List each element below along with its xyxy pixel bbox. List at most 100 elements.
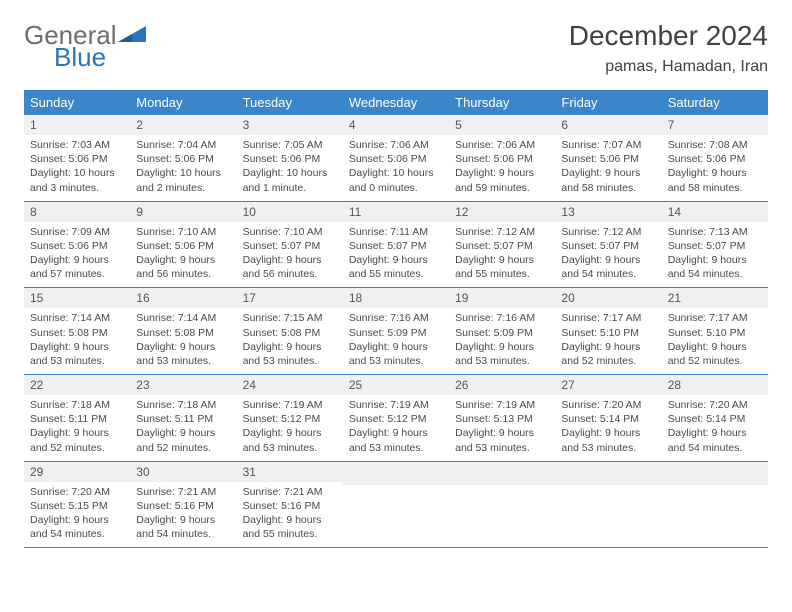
daylight-text: Daylight: 9 hours and 56 minutes. — [136, 253, 230, 281]
day-number: 14 — [662, 202, 768, 222]
daylight-text: Daylight: 9 hours and 53 minutes. — [455, 340, 549, 368]
daylight-text: Daylight: 9 hours and 54 minutes. — [136, 513, 230, 541]
sunrise-text: Sunrise: 7:15 AM — [243, 311, 337, 325]
sunset-text: Sunset: 5:09 PM — [455, 326, 549, 340]
calendar-day-cell: 1Sunrise: 7:03 AMSunset: 5:06 PMDaylight… — [24, 115, 130, 201]
sunrise-text: Sunrise: 7:19 AM — [455, 398, 549, 412]
daylight-text: Daylight: 9 hours and 58 minutes. — [668, 166, 762, 194]
sunset-text: Sunset: 5:08 PM — [30, 326, 124, 340]
day-details: Sunrise: 7:03 AMSunset: 5:06 PMDaylight:… — [24, 135, 130, 201]
calendar-day-cell: 18Sunrise: 7:16 AMSunset: 5:09 PMDayligh… — [343, 288, 449, 375]
calendar-day-cell: 19Sunrise: 7:16 AMSunset: 5:09 PMDayligh… — [449, 288, 555, 375]
sunrise-text: Sunrise: 7:19 AM — [349, 398, 443, 412]
day-details: Sunrise: 7:15 AMSunset: 5:08 PMDaylight:… — [237, 308, 343, 374]
day-number: 22 — [24, 375, 130, 395]
day-number: 30 — [130, 462, 236, 482]
day-number: 28 — [662, 375, 768, 395]
day-number: 16 — [130, 288, 236, 308]
day-details: Sunrise: 7:19 AMSunset: 5:13 PMDaylight:… — [449, 395, 555, 461]
sunset-text: Sunset: 5:11 PM — [30, 412, 124, 426]
sunset-text: Sunset: 5:16 PM — [243, 499, 337, 513]
calendar-day-cell: 2Sunrise: 7:04 AMSunset: 5:06 PMDaylight… — [130, 115, 236, 201]
location-text: pamas, Hamadan, Iran — [569, 58, 768, 76]
day-details: Sunrise: 7:17 AMSunset: 5:10 PMDaylight:… — [662, 308, 768, 374]
daylight-text: Daylight: 9 hours and 55 minutes. — [349, 253, 443, 281]
calendar-day-cell: 12Sunrise: 7:12 AMSunset: 5:07 PMDayligh… — [449, 201, 555, 288]
day-details: Sunrise: 7:19 AMSunset: 5:12 PMDaylight:… — [343, 395, 449, 461]
weekday-header-row: SundayMondayTuesdayWednesdayThursdayFrid… — [24, 90, 768, 115]
day-number: 27 — [555, 375, 661, 395]
day-number: 5 — [449, 115, 555, 135]
day-number: 2 — [130, 115, 236, 135]
calendar-empty-cell — [449, 461, 555, 548]
calendar-day-cell: 14Sunrise: 7:13 AMSunset: 5:07 PMDayligh… — [662, 201, 768, 288]
weekday-header: Tuesday — [237, 90, 343, 115]
daylight-text: Daylight: 9 hours and 54 minutes. — [668, 426, 762, 454]
day-details: Sunrise: 7:12 AMSunset: 5:07 PMDaylight:… — [449, 222, 555, 288]
sunrise-text: Sunrise: 7:18 AM — [30, 398, 124, 412]
sunrise-text: Sunrise: 7:09 AM — [30, 225, 124, 239]
sunset-text: Sunset: 5:06 PM — [136, 239, 230, 253]
sunset-text: Sunset: 5:10 PM — [668, 326, 762, 340]
daylight-text: Daylight: 10 hours and 0 minutes. — [349, 166, 443, 194]
day-number: 20 — [555, 288, 661, 308]
sunrise-text: Sunrise: 7:18 AM — [136, 398, 230, 412]
calendar-day-cell: 29Sunrise: 7:20 AMSunset: 5:15 PMDayligh… — [24, 461, 130, 548]
logo: General Blue — [24, 20, 154, 66]
sunrise-text: Sunrise: 7:21 AM — [243, 485, 337, 499]
calendar-day-cell: 20Sunrise: 7:17 AMSunset: 5:10 PMDayligh… — [555, 288, 661, 375]
sunrise-text: Sunrise: 7:20 AM — [561, 398, 655, 412]
sunset-text: Sunset: 5:08 PM — [243, 326, 337, 340]
day-details: Sunrise: 7:19 AMSunset: 5:12 PMDaylight:… — [237, 395, 343, 461]
calendar-day-cell: 6Sunrise: 7:07 AMSunset: 5:06 PMDaylight… — [555, 115, 661, 201]
daylight-text: Daylight: 9 hours and 57 minutes. — [30, 253, 124, 281]
calendar-week-row: 8Sunrise: 7:09 AMSunset: 5:06 PMDaylight… — [24, 201, 768, 288]
weekday-header: Thursday — [449, 90, 555, 115]
day-details: Sunrise: 7:06 AMSunset: 5:06 PMDaylight:… — [343, 135, 449, 201]
calendar-empty-cell — [343, 461, 449, 548]
calendar-day-cell: 8Sunrise: 7:09 AMSunset: 5:06 PMDaylight… — [24, 201, 130, 288]
day-number: 15 — [24, 288, 130, 308]
day-number: 7 — [662, 115, 768, 135]
day-details: Sunrise: 7:20 AMSunset: 5:14 PMDaylight:… — [555, 395, 661, 461]
day-number: 25 — [343, 375, 449, 395]
daylight-text: Daylight: 10 hours and 2 minutes. — [136, 166, 230, 194]
daylight-text: Daylight: 9 hours and 53 minutes. — [243, 426, 337, 454]
calendar-day-cell: 30Sunrise: 7:21 AMSunset: 5:16 PMDayligh… — [130, 461, 236, 548]
day-details: Sunrise: 7:20 AMSunset: 5:14 PMDaylight:… — [662, 395, 768, 461]
weekday-header: Saturday — [662, 90, 768, 115]
sunrise-text: Sunrise: 7:21 AM — [136, 485, 230, 499]
sunset-text: Sunset: 5:07 PM — [668, 239, 762, 253]
day-details: Sunrise: 7:14 AMSunset: 5:08 PMDaylight:… — [130, 308, 236, 374]
day-number: 17 — [237, 288, 343, 308]
sunset-text: Sunset: 5:14 PM — [668, 412, 762, 426]
day-details: Sunrise: 7:11 AMSunset: 5:07 PMDaylight:… — [343, 222, 449, 288]
sunrise-text: Sunrise: 7:19 AM — [243, 398, 337, 412]
sunrise-text: Sunrise: 7:10 AM — [136, 225, 230, 239]
day-details: Sunrise: 7:14 AMSunset: 5:08 PMDaylight:… — [24, 308, 130, 374]
day-details: Sunrise: 7:17 AMSunset: 5:10 PMDaylight:… — [555, 308, 661, 374]
sunset-text: Sunset: 5:06 PM — [136, 152, 230, 166]
sunset-text: Sunset: 5:07 PM — [455, 239, 549, 253]
sunrise-text: Sunrise: 7:16 AM — [349, 311, 443, 325]
sunset-text: Sunset: 5:06 PM — [455, 152, 549, 166]
calendar-table: SundayMondayTuesdayWednesdayThursdayFrid… — [24, 90, 768, 548]
calendar-week-row: 29Sunrise: 7:20 AMSunset: 5:15 PMDayligh… — [24, 461, 768, 548]
daylight-text: Daylight: 10 hours and 1 minute. — [243, 166, 337, 194]
calendar-day-cell: 10Sunrise: 7:10 AMSunset: 5:07 PMDayligh… — [237, 201, 343, 288]
day-details: Sunrise: 7:05 AMSunset: 5:06 PMDaylight:… — [237, 135, 343, 201]
day-number: 26 — [449, 375, 555, 395]
sunrise-text: Sunrise: 7:13 AM — [668, 225, 762, 239]
daylight-text: Daylight: 9 hours and 53 minutes. — [561, 426, 655, 454]
day-number: 9 — [130, 202, 236, 222]
day-details: Sunrise: 7:04 AMSunset: 5:06 PMDaylight:… — [130, 135, 236, 201]
sunrise-text: Sunrise: 7:16 AM — [455, 311, 549, 325]
calendar-day-cell: 15Sunrise: 7:14 AMSunset: 5:08 PMDayligh… — [24, 288, 130, 375]
sunrise-text: Sunrise: 7:11 AM — [349, 225, 443, 239]
calendar-page: General Blue December 2024 pamas, Hamada… — [0, 0, 792, 568]
day-details: Sunrise: 7:18 AMSunset: 5:11 PMDaylight:… — [130, 395, 236, 461]
calendar-day-cell: 13Sunrise: 7:12 AMSunset: 5:07 PMDayligh… — [555, 201, 661, 288]
day-details: Sunrise: 7:16 AMSunset: 5:09 PMDaylight:… — [449, 308, 555, 374]
day-details: Sunrise: 7:10 AMSunset: 5:06 PMDaylight:… — [130, 222, 236, 288]
month-title: December 2024 — [569, 20, 768, 52]
